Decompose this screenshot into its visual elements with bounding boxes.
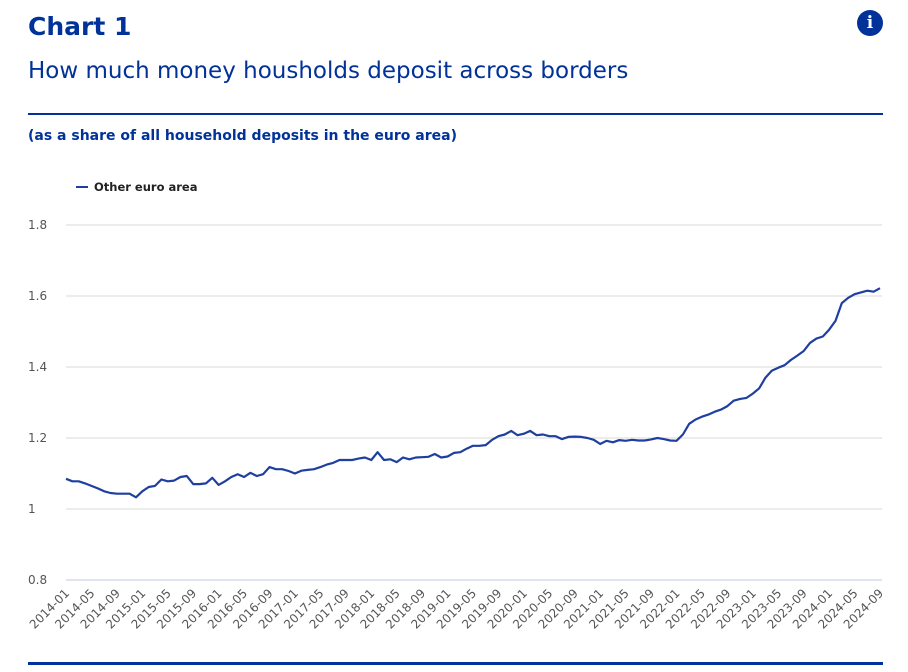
chart-label: Chart 1 bbox=[28, 12, 132, 41]
y-tick-label: 0.8 bbox=[28, 573, 47, 587]
y-tick-label: 1 bbox=[28, 502, 36, 516]
info-icon[interactable]: i bbox=[857, 10, 883, 36]
y-tick-label: 1.4 bbox=[28, 360, 47, 374]
y-tick-label: 1.8 bbox=[28, 218, 47, 232]
legend-label[interactable]: Other euro area bbox=[94, 180, 198, 194]
chart-title: How much money housholds deposit across … bbox=[28, 58, 629, 84]
header-divider bbox=[28, 113, 883, 115]
footer-divider bbox=[28, 662, 883, 665]
y-tick-label: 1.6 bbox=[28, 289, 47, 303]
series-line-other-euro-area bbox=[65, 287, 881, 499]
y-tick-label: 1.2 bbox=[28, 431, 47, 445]
chart-subtitle: (as a share of all household deposits in… bbox=[28, 128, 457, 144]
